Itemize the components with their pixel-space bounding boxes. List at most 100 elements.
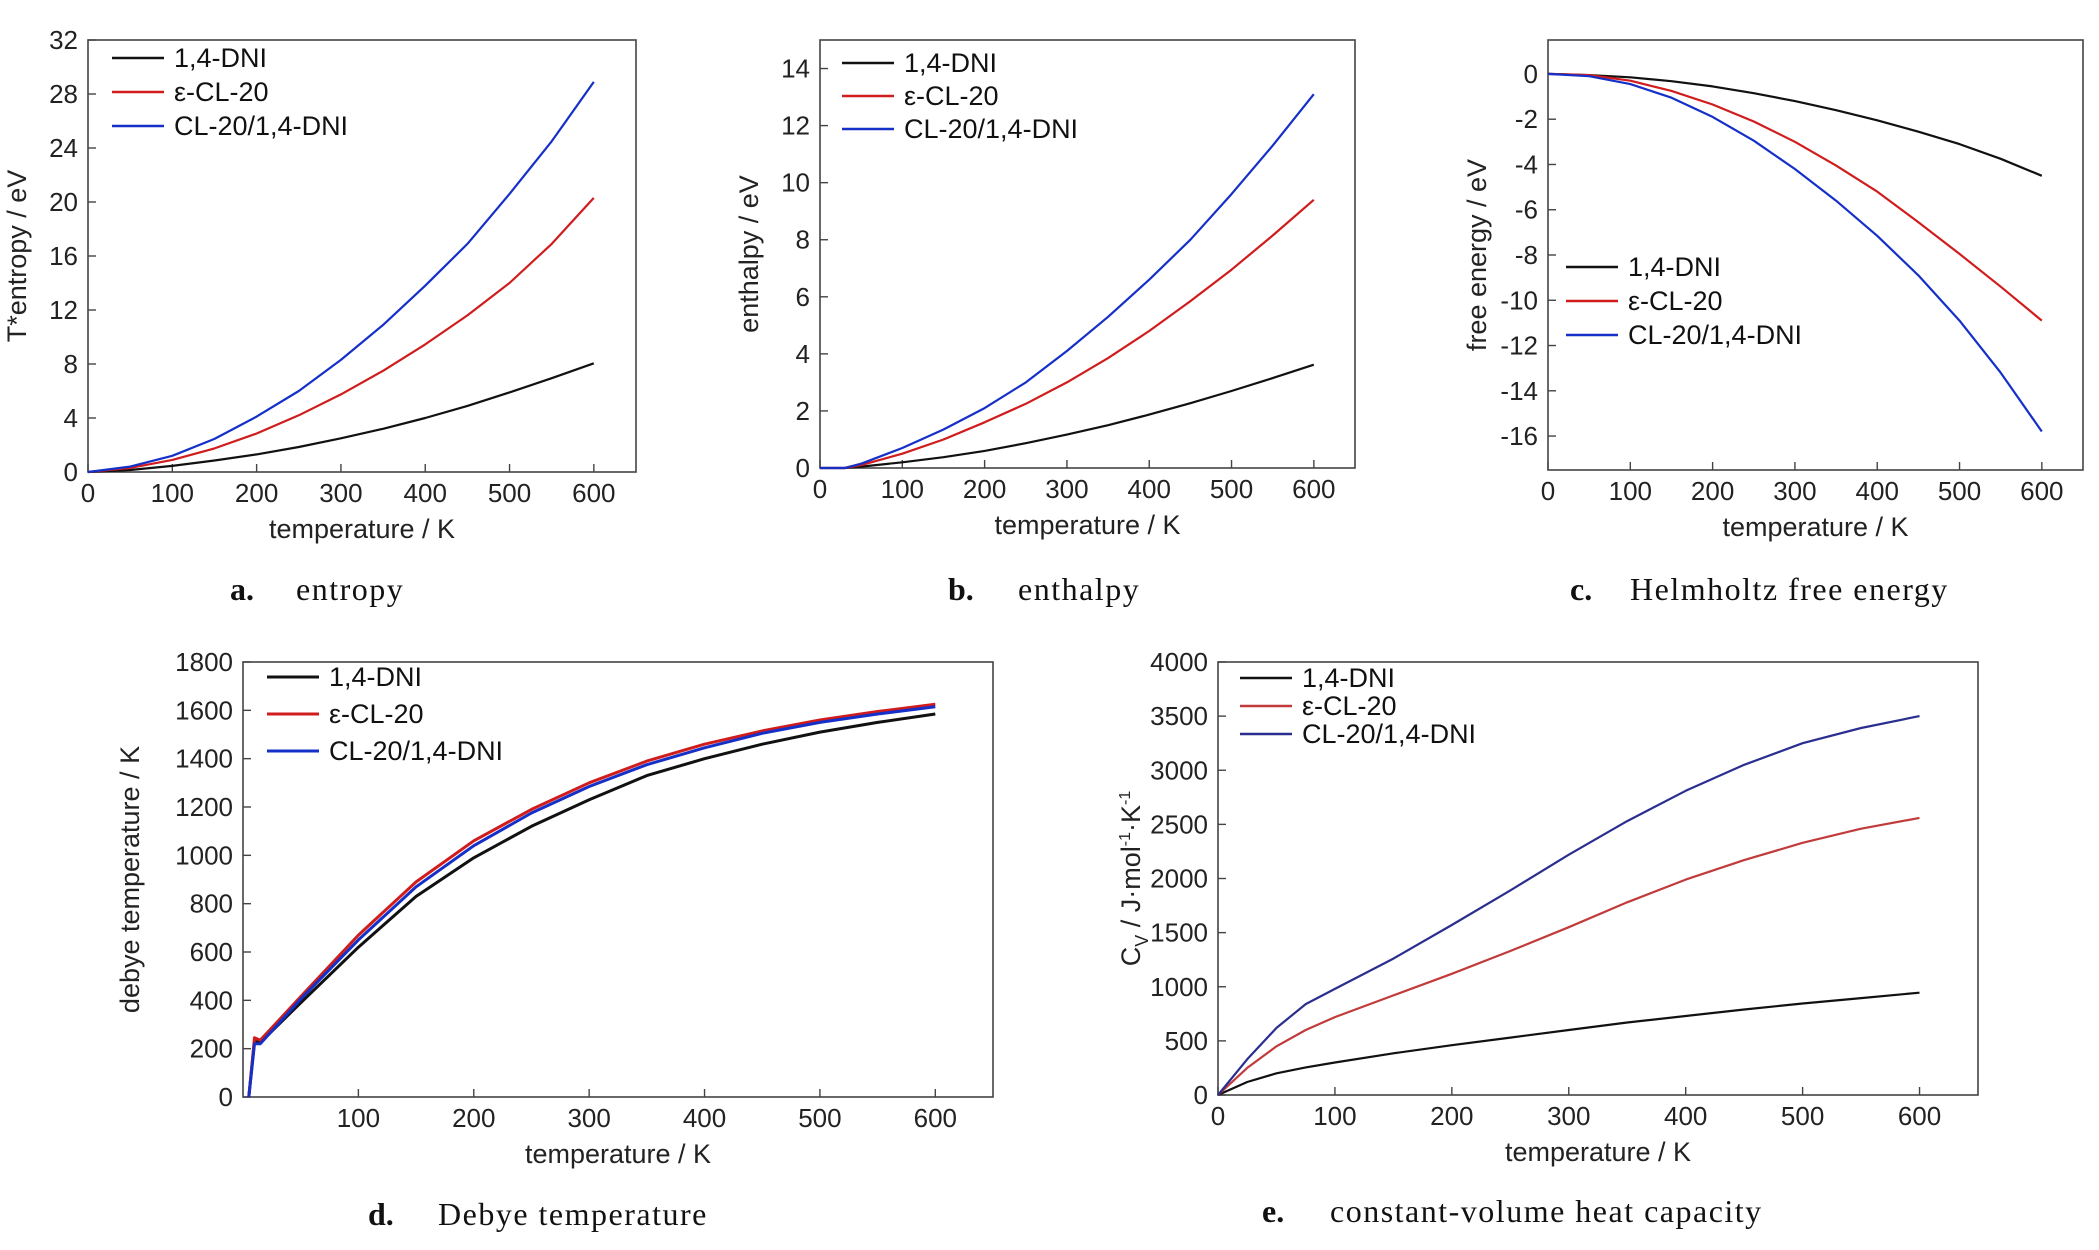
y-tick-label: -12	[1500, 331, 1538, 361]
y-tick-label: 3500	[1150, 701, 1208, 731]
y-tick-label: 1000	[1150, 972, 1208, 1002]
legend-label: ε-CL-20	[1302, 691, 1397, 721]
x-tick-label: 200	[235, 478, 278, 508]
x-axis-label: temperature / K	[1505, 1137, 1691, 1167]
y-tick-label: 1500	[1150, 918, 1208, 948]
y-tick-label: 3000	[1150, 755, 1208, 785]
series-line-2	[1217, 816, 1920, 1096]
x-tick-label: 400	[1664, 1101, 1707, 1131]
caption-letter: d.	[368, 1196, 394, 1232]
series-line-3	[247, 705, 936, 1098]
legend-label: CL-20/1,4-DNI	[329, 736, 503, 766]
x-tick-label: 600	[1292, 474, 1335, 504]
y-tick-label: 2000	[1150, 864, 1208, 894]
x-tick-label: 400	[404, 478, 447, 508]
legend-label: ε-CL-20	[904, 81, 999, 111]
y-tick-label: 500	[1165, 1026, 1208, 1056]
y-axis-label-part: ·K	[1116, 805, 1146, 832]
series-line-3	[1547, 72, 2043, 433]
x-tick-label: 400	[1128, 474, 1171, 504]
x-tick-label: 100	[1313, 1101, 1356, 1131]
series-line-1	[247, 712, 936, 1098]
x-tick-label: 200	[1430, 1101, 1473, 1131]
x-tick-label: 500	[1781, 1101, 1824, 1131]
x-tick-label: 0	[81, 478, 95, 508]
legend-label: CL-20/1,4-DNI	[904, 114, 1078, 144]
x-tick-label: 500	[1938, 476, 1981, 506]
plot-frame	[819, 39, 1356, 469]
x-tick-label: 600	[2020, 476, 2063, 506]
series-line-2	[247, 702, 936, 1098]
chart-panel-b: 0 100 200 300 400 500 600 0 2 4 6 8 10 12 14 temperatur…	[734, 39, 1356, 607]
x-tick-label: 0	[1211, 1101, 1225, 1131]
y-axis-label-part: C	[1116, 947, 1146, 967]
caption-letter: a.	[230, 571, 254, 607]
y-tick-label: 600	[190, 937, 233, 967]
caption-letter: b.	[948, 571, 974, 607]
y-tick-label: 1400	[175, 744, 233, 774]
y-axis-label: CV / J·mol-1·K-1	[1116, 791, 1152, 967]
y-tick-label: -8	[1515, 240, 1538, 270]
series-line-2	[87, 197, 595, 474]
caption-text: enthalpy	[1018, 571, 1140, 607]
legend-label: 1,4-DNI	[174, 43, 267, 73]
y-tick-label: -6	[1515, 195, 1538, 225]
caption-text: entropy	[296, 571, 404, 607]
y-tick-label: -4	[1515, 149, 1538, 179]
y-axis-label: debye temperature / K	[115, 746, 145, 1013]
y-tick-label: 1600	[175, 695, 233, 725]
chart-panel-e: 0 100 200 300 400 500 600 0 500 1000 1500 2000 2500 3…	[1116, 647, 1979, 1229]
y-tick-label: 0	[1524, 59, 1538, 89]
y-axis-label-part: V	[1132, 935, 1152, 947]
y-tick-label: 6	[796, 282, 810, 312]
series-line-2	[820, 198, 1315, 470]
y-tick-label: 32	[49, 25, 78, 55]
x-tick-label: 100	[337, 1103, 380, 1133]
x-tick-label: 100	[881, 474, 924, 504]
caption-text: constant-volume heat capacity	[1330, 1193, 1763, 1229]
chart-panel-c: 0 100 200 300 400 500 600 0 -2 -4 -6 -8 -10 -12 -14 -16…	[1462, 39, 2084, 607]
x-tick-label: 300	[1773, 476, 1816, 506]
y-tick-label: 12	[781, 111, 810, 141]
series-line-3	[87, 81, 595, 474]
y-tick-label: 8	[796, 225, 810, 255]
y-tick-label: 2	[796, 396, 810, 426]
legend-label: 1,4-DNI	[1302, 663, 1395, 693]
legend-label: ε-CL-20	[329, 699, 424, 729]
x-tick-label: 300	[1045, 474, 1088, 504]
series-line-3	[820, 93, 1315, 470]
y-tick-label: 24	[49, 133, 78, 163]
y-tick-label: 28	[49, 79, 78, 109]
y-tick-label: 4000	[1150, 647, 1208, 677]
y-axis-label-part: -1	[1117, 832, 1134, 846]
y-axis-label-part: / J·mol	[1116, 846, 1146, 935]
y-tick-label: 1800	[175, 647, 233, 677]
y-tick-label: 400	[190, 985, 233, 1015]
x-tick-label: 600	[914, 1103, 957, 1133]
series-line-1	[87, 362, 595, 474]
plot-frame	[242, 661, 994, 1098]
caption-letter: e.	[1262, 1193, 1284, 1229]
legend-label: 1,4-DNI	[1628, 252, 1721, 282]
series-line-1	[1547, 72, 2043, 177]
legend-label: ε-CL-20	[1628, 286, 1723, 316]
x-tick-label: 0	[813, 474, 827, 504]
x-axis-label: temperature / K	[269, 514, 455, 544]
x-axis-label: temperature / K	[1722, 512, 1908, 542]
legend-label: 1,4-DNI	[329, 662, 422, 692]
y-tick-label: 4	[796, 339, 810, 369]
y-tick-label: 200	[190, 1034, 233, 1064]
y-tick-label: 0	[64, 457, 78, 487]
y-tick-label: 0	[796, 453, 810, 483]
x-tick-label: 0	[1541, 476, 1555, 506]
y-tick-label: 8	[64, 349, 78, 379]
y-tick-label: -14	[1500, 376, 1538, 406]
x-tick-label: 300	[567, 1103, 610, 1133]
x-tick-label: 300	[1547, 1101, 1590, 1131]
y-tick-label: 16	[49, 241, 78, 271]
y-tick-label: 20	[49, 187, 78, 217]
y-tick-label: 1200	[175, 792, 233, 822]
x-tick-label: 100	[151, 478, 194, 508]
x-axis-label: temperature / K	[525, 1139, 711, 1169]
y-tick-label: 10	[781, 168, 810, 198]
